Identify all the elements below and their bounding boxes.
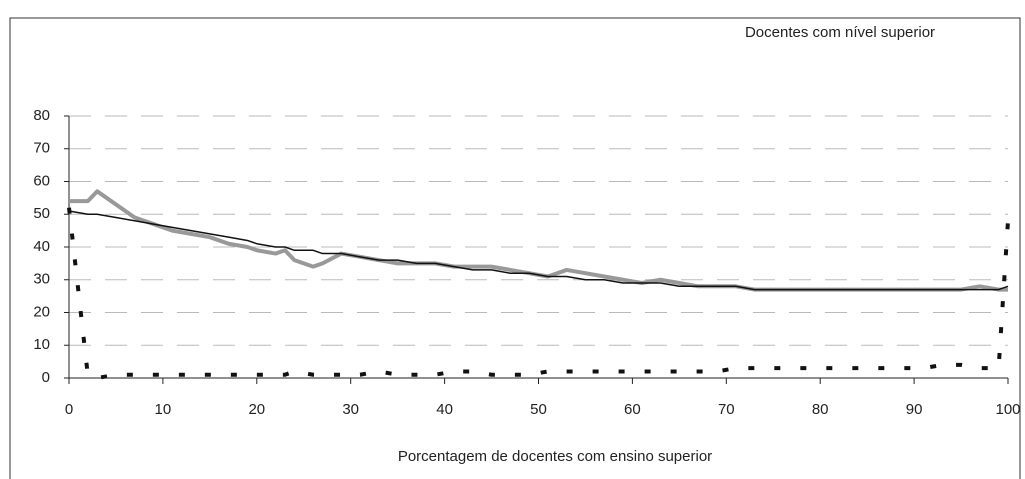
- y-tick-label: 0: [42, 369, 50, 386]
- x-tick-label: 0: [65, 401, 73, 418]
- x-tick-label: 20: [248, 401, 265, 418]
- annotation: Docentes com nível superior: [745, 24, 935, 41]
- y-tick-label: 80: [33, 107, 50, 124]
- x-tick-label: 30: [342, 401, 359, 418]
- x-tick-label: 100: [995, 401, 1020, 418]
- x-tick-label: 80: [812, 401, 829, 418]
- chart-frame: [9, 17, 1021, 479]
- data-line: [68, 210, 1009, 291]
- y-tick-label: 10: [33, 336, 50, 353]
- x-tick-label: 10: [155, 401, 172, 418]
- x-tick-label: 70: [718, 401, 735, 418]
- y-tick-label: 60: [33, 172, 50, 189]
- x-tick-label: 50: [530, 401, 547, 418]
- y-tick-label: 50: [33, 205, 50, 222]
- x-tick-label: 40: [436, 401, 453, 418]
- y-tick-label: 20: [33, 303, 50, 320]
- y-tick-label: 40: [33, 238, 50, 255]
- x-axis-label: Porcentagem de docentes com ensino super…: [398, 448, 712, 465]
- y-tick-label: 70: [33, 140, 50, 157]
- x-tick-label: 90: [906, 401, 923, 418]
- data-line: [67, 207, 1010, 380]
- y-tick-label: 30: [33, 271, 50, 288]
- x-tick-label: 60: [624, 401, 641, 418]
